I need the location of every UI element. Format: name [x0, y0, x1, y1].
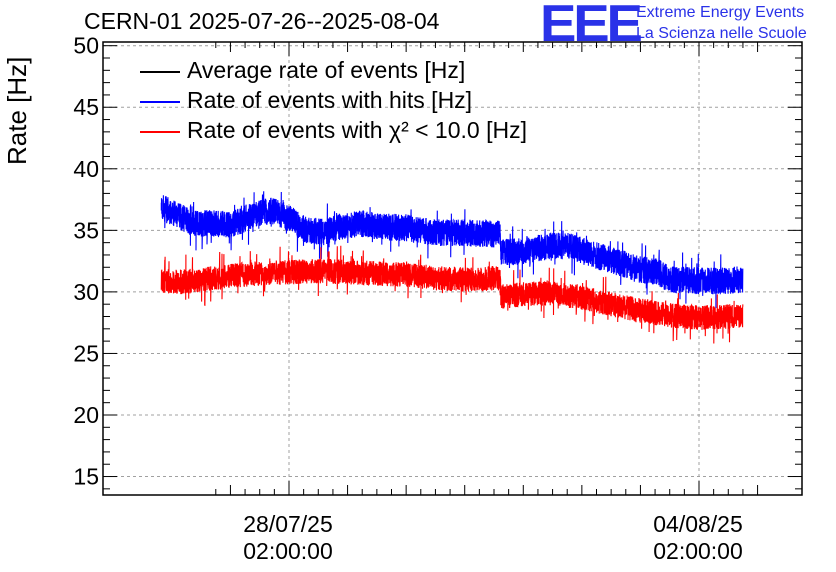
- y-tick-label: 15: [73, 464, 99, 490]
- legend-swatch-red: [140, 131, 180, 133]
- legend-label-average: Average rate of events [Hz]: [187, 57, 466, 83]
- logo-subtitle-1: Extreme Energy Events: [636, 4, 805, 21]
- x-tick-time-2: 02:00:00: [653, 538, 743, 564]
- y-tick-label: 25: [73, 340, 99, 366]
- x-tick-label-2: 04/08/25 02:00:00: [618, 511, 778, 565]
- y-tick-label: 30: [73, 279, 99, 305]
- legend-label-chi2: Rate of events with χ² < 10.0 [Hz]: [187, 117, 527, 143]
- y-tick-label: 35: [73, 217, 99, 243]
- y-tick-label: 45: [73, 94, 99, 120]
- legend-swatch-blue: [140, 101, 180, 103]
- series-trace-1: [160, 191, 744, 309]
- legend-swatch-black: [140, 71, 180, 73]
- series-layer: [160, 191, 744, 344]
- chart-title: CERN-01 2025-07-26--2025-08-04: [84, 8, 440, 34]
- x-tick-label-1: 28/07/25 02:00:00: [208, 511, 368, 565]
- x-tick-date-2: 04/08/25: [653, 511, 743, 537]
- x-tick-date-1: 28/07/25: [243, 511, 333, 537]
- y-tick-label: 20: [73, 402, 99, 428]
- plot-frame: [102, 41, 803, 496]
- y-tick-label: 50: [73, 33, 99, 59]
- y-axis-label: Rate [Hz]: [2, 56, 32, 165]
- axes: 15 20 25 30 35 40 45 50: [73, 33, 803, 496]
- legend-label-hits: Rate of events with hits [Hz]: [187, 87, 473, 113]
- x-tick-time-1: 02:00:00: [243, 538, 333, 564]
- logo-subtitle-2: La Scienza nelle Scuole: [636, 25, 807, 42]
- y-tick-label: 40: [73, 156, 99, 182]
- eee-logo: EEE: [540, 0, 643, 53]
- series-trace-2: [160, 245, 744, 344]
